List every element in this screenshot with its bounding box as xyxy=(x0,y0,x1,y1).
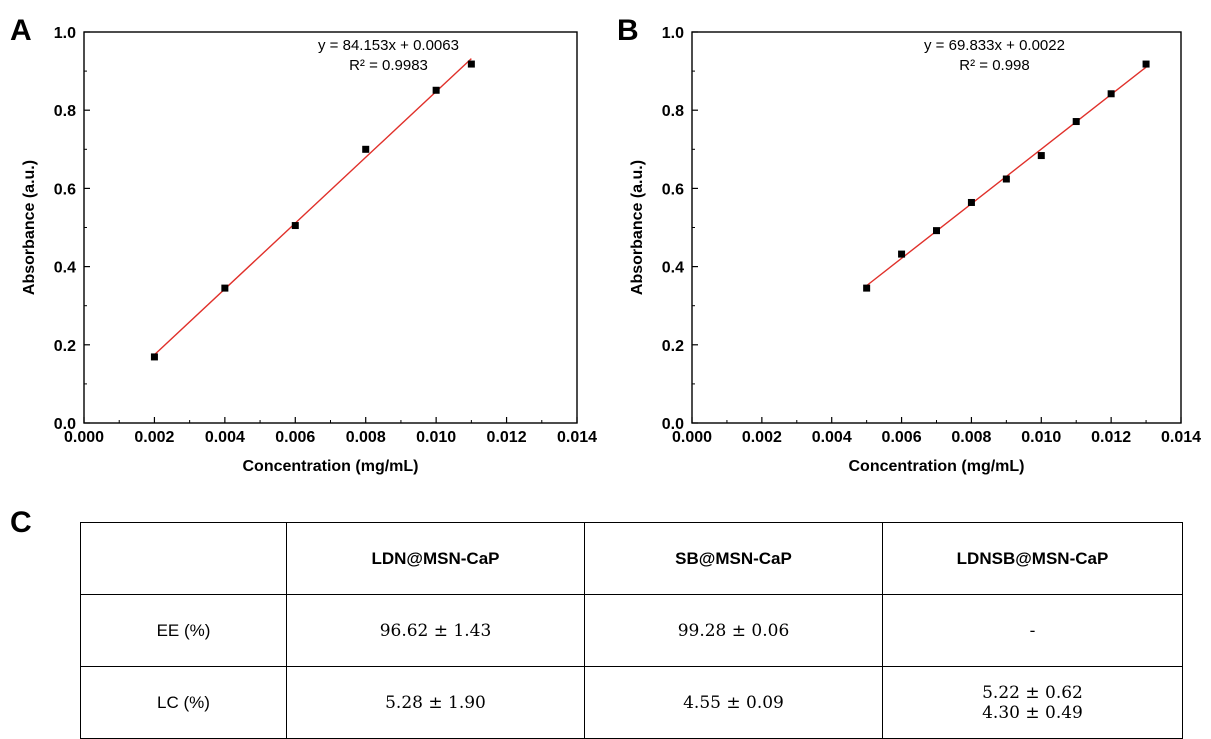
y-tick-label: 0.4 xyxy=(662,260,684,277)
data-point xyxy=(1107,90,1115,98)
fit-equation: y = 69.833x + 0.0022 xyxy=(924,37,1065,54)
panel-c-label: C xyxy=(10,506,32,539)
table-header-ldn: LDN@MSN-CaP xyxy=(286,522,585,595)
row-label-ee: EE (%) xyxy=(80,594,287,667)
y-tick-label: 0.8 xyxy=(54,103,76,120)
y-tick-label: 0.2 xyxy=(662,338,684,355)
data-point xyxy=(1002,175,1010,183)
table-cell-line-1: 5.22 ± 0.62 xyxy=(982,682,1083,703)
x-tick-label: 0.002 xyxy=(742,429,782,446)
table-cell: - xyxy=(882,594,1183,667)
x-tick-label: 0.000 xyxy=(64,429,104,446)
y-tick-label: 0.0 xyxy=(54,416,76,433)
x-tick-label: 0.006 xyxy=(275,429,315,446)
data-point xyxy=(1142,60,1150,68)
y-axis-title: Absorbance (a.u.) xyxy=(629,160,646,295)
table-header-sb: SB@MSN-CaP xyxy=(584,522,883,595)
x-tick-label: 0.004 xyxy=(812,429,852,446)
x-tick-label: 0.014 xyxy=(557,429,597,446)
table-cell: 4.55 ± 0.09 xyxy=(584,666,883,739)
table-cell: 5.22 ± 0.62 4.30 ± 0.49 xyxy=(882,666,1183,739)
y-tick-label: 0.6 xyxy=(662,181,684,198)
row-label-lc: LC (%) xyxy=(80,666,287,739)
x-tick-label: 0.000 xyxy=(672,429,712,446)
r-squared: R² = 0.998 xyxy=(959,57,1029,74)
table-cell: 96.62 ± 1.43 xyxy=(286,594,585,667)
data-point xyxy=(221,284,229,292)
x-tick-label: 0.012 xyxy=(487,429,527,446)
y-tick-label: 0.2 xyxy=(54,338,76,355)
data-point xyxy=(150,353,158,361)
calibration-chart-a: 0.000 0.002 0.004 0.006 0.008 0.010 0.012 0.014… xyxy=(21,25,597,475)
table-row-lc: LC (%) 5.28 ± 1.90 4.55 ± 0.09 5.22 ± 0.… xyxy=(80,666,1183,739)
y-axis-title: Absorbance (a.u.) xyxy=(21,160,38,295)
data-point xyxy=(863,284,871,292)
data-point xyxy=(933,227,940,235)
data-point xyxy=(1072,118,1080,126)
y-tick-label: 0.4 xyxy=(54,260,76,277)
y-tick-label: 0.0 xyxy=(662,416,684,433)
table-cell-line-2: 4.30 ± 0.49 xyxy=(982,702,1083,723)
x-tick-label: 0.014 xyxy=(1161,429,1201,446)
data-point xyxy=(432,86,440,94)
fit-equation: y = 84.153x + 0.0063 xyxy=(318,37,459,54)
y-tick-label: 0.6 xyxy=(54,181,76,198)
panel-a-label: A xyxy=(10,14,32,47)
r-squared: R² = 0.9983 xyxy=(349,57,428,74)
y-tick-label: 1.0 xyxy=(54,25,76,42)
data-point xyxy=(967,198,975,206)
x-tick-label: 0.008 xyxy=(951,429,991,446)
x-tick-label: 0.010 xyxy=(1021,429,1061,446)
loading-table: LDN@MSN-CaP SB@MSN-CaP LDNSB@MSN-CaP EE … xyxy=(80,522,1183,739)
table-header-row: LDN@MSN-CaP SB@MSN-CaP LDNSB@MSN-CaP xyxy=(80,522,1183,595)
fit-line xyxy=(153,58,472,356)
y-tick-label: 0.8 xyxy=(662,103,684,120)
data-point xyxy=(467,60,475,68)
table-cell: 99.28 ± 0.06 xyxy=(584,594,883,667)
data-point xyxy=(291,222,299,230)
data-point xyxy=(1037,152,1045,160)
table-cell: 5.28 ± 1.90 xyxy=(286,666,585,739)
table-row-ee: EE (%) 96.62 ± 1.43 99.28 ± 0.06 - xyxy=(80,594,1183,667)
panel-b-label: B xyxy=(617,14,639,47)
table-header-ldnsb: LDNSB@MSN-CaP xyxy=(882,522,1183,595)
x-tick-label: 0.006 xyxy=(882,429,922,446)
y-tick-label: 1.0 xyxy=(662,25,684,42)
x-tick-label: 0.004 xyxy=(205,429,245,446)
x-axis-title: Concentration (mg/mL) xyxy=(849,458,1025,475)
data-point xyxy=(898,250,906,258)
x-tick-label: 0.002 xyxy=(134,429,174,446)
x-tick-label: 0.012 xyxy=(1091,429,1131,446)
x-tick-label: 0.010 xyxy=(416,429,456,446)
x-axis-title: Concentration (mg/mL) xyxy=(243,458,419,475)
calibration-chart-b: 0.000 0.002 0.004 0.006 0.008 0.010 0.012 0.014… xyxy=(629,25,1201,475)
data-point xyxy=(362,145,370,153)
x-tick-label: 0.008 xyxy=(346,429,386,446)
table-header-empty xyxy=(80,522,287,595)
